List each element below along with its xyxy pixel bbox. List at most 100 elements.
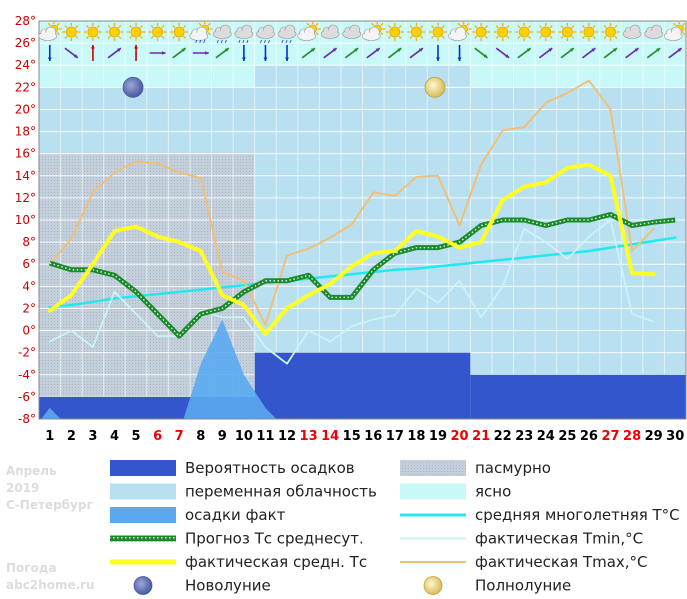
y-tick-label: 14° (15, 169, 36, 183)
y-tick-label: 2° (22, 301, 36, 315)
sun-ray (549, 35, 553, 39)
sun-icon (472, 23, 491, 41)
legend-item-precip-fact: осадки факт (110, 506, 286, 524)
precip-probability-block-3 (470, 374, 686, 419)
sun-icon (105, 23, 124, 41)
x-tick-label: 17 (386, 429, 404, 444)
rain-drop (220, 39, 223, 44)
sun-ray (398, 35, 402, 39)
x-tick-label: 14 (321, 429, 339, 444)
legend-swatch (110, 483, 176, 500)
x-tick-label: 1 (45, 429, 54, 444)
wind-arrow-head (418, 48, 423, 52)
legend-item-full-moon: Полнолуние (423, 576, 571, 595)
x-tick-label: 12 (278, 429, 296, 444)
cloud-fill (322, 30, 339, 38)
wind-arrow-head (181, 48, 186, 52)
sun-disc (130, 26, 142, 38)
rain-drop (199, 39, 202, 44)
sun-ray (431, 25, 435, 29)
sun-disc (432, 26, 444, 38)
legend-item-overcast: пасмурно (400, 459, 551, 477)
rain-drop (195, 39, 198, 44)
wind-arrow-icon (582, 47, 596, 59)
sun-ray (592, 35, 596, 39)
wind-arrow-icon (646, 47, 661, 59)
cloud-fill (645, 30, 662, 38)
x-tick-label: 5 (132, 429, 141, 444)
side-info: Апрель 2019 С-Петербург Погода abc2home.… (6, 464, 95, 592)
wind-arrow-icon (560, 47, 575, 59)
legend-swatch (110, 460, 176, 476)
x-tick-label: 21 (472, 429, 490, 444)
legend-item-variable: переменная облачность (110, 483, 377, 501)
legend-swatch (400, 483, 466, 500)
y-tick-label: 6° (22, 257, 36, 271)
series-line-forecast-avg-base (49, 212, 676, 339)
sun-ray (571, 35, 575, 39)
sun-icon (62, 23, 81, 41)
wind-arrow-head (354, 48, 359, 52)
sun-ray (484, 35, 488, 39)
sun-ray (64, 25, 68, 29)
y-tick-label: 20° (15, 102, 36, 116)
wind-arrow-icon (64, 47, 79, 59)
sun-icon (601, 23, 620, 41)
legend-swatch (400, 460, 466, 476)
wind-arrow-icon (134, 45, 138, 61)
rain-drop (285, 39, 288, 44)
sun-ray (315, 22, 319, 26)
rain-drop (281, 39, 284, 44)
new-moon-icon (133, 576, 153, 595)
cloud-fill (449, 32, 466, 40)
sun-ray (107, 35, 111, 39)
sun-ray (172, 25, 176, 29)
wind-arrow-head (569, 48, 574, 52)
precip-probability-block-2 (254, 352, 471, 419)
x-tick-label: 19 (429, 429, 447, 444)
legend-swatch (110, 507, 176, 523)
y-tick-label: -6° (18, 390, 36, 404)
x-tick-label: 7 (175, 429, 184, 444)
sun-icon (385, 23, 404, 41)
cloud-fill (343, 30, 360, 38)
x-tick-label: 22 (494, 429, 512, 444)
sun-ray (315, 32, 319, 36)
cloud-fill (624, 30, 641, 38)
sun-ray (431, 35, 435, 39)
sun-icon (148, 23, 167, 41)
x-tick-label: 20 (451, 429, 469, 444)
cloud-fill (279, 30, 296, 38)
wind-arrow-head (162, 51, 166, 55)
sun-ray (139, 35, 143, 39)
sun-ray (538, 25, 543, 29)
cloud-rain-icon (256, 24, 275, 44)
sun-ray (495, 35, 499, 39)
x-tick-label: 9 (218, 429, 227, 444)
y-tick-label: 0° (22, 324, 36, 338)
wind-arrow-head (505, 54, 510, 58)
sun-ray (673, 22, 677, 26)
x-tick-label: 26 (580, 429, 598, 444)
legend-label: Прогноз Тс среднесут. (185, 530, 364, 548)
sun-ray (457, 22, 461, 26)
legend-item-norm-avg: средняя многолетняя T°C (400, 506, 680, 524)
sun-icon (83, 23, 102, 41)
source-label-2: abc2home.ru (6, 578, 95, 592)
wind-arrow-head (483, 54, 488, 58)
rain-drop (267, 39, 270, 44)
wind-arrow-head (436, 57, 440, 61)
y-tick-label: 24° (15, 58, 36, 72)
legend-label: фактическая Tmax,°C (475, 553, 648, 571)
sun-ray (118, 25, 122, 29)
year-label: 2019 (6, 481, 39, 495)
legend-label: Новолуние (185, 577, 271, 595)
sun-icon (536, 23, 555, 41)
wind-arrow-icon (301, 47, 316, 59)
sun-ray (388, 25, 392, 29)
wind-arrows-row (47, 45, 683, 61)
x-tick-label: 16 (364, 429, 382, 444)
sun-ray (182, 35, 187, 39)
legend-label: Вероятность осадков (185, 459, 355, 477)
sun-ray (538, 35, 543, 39)
